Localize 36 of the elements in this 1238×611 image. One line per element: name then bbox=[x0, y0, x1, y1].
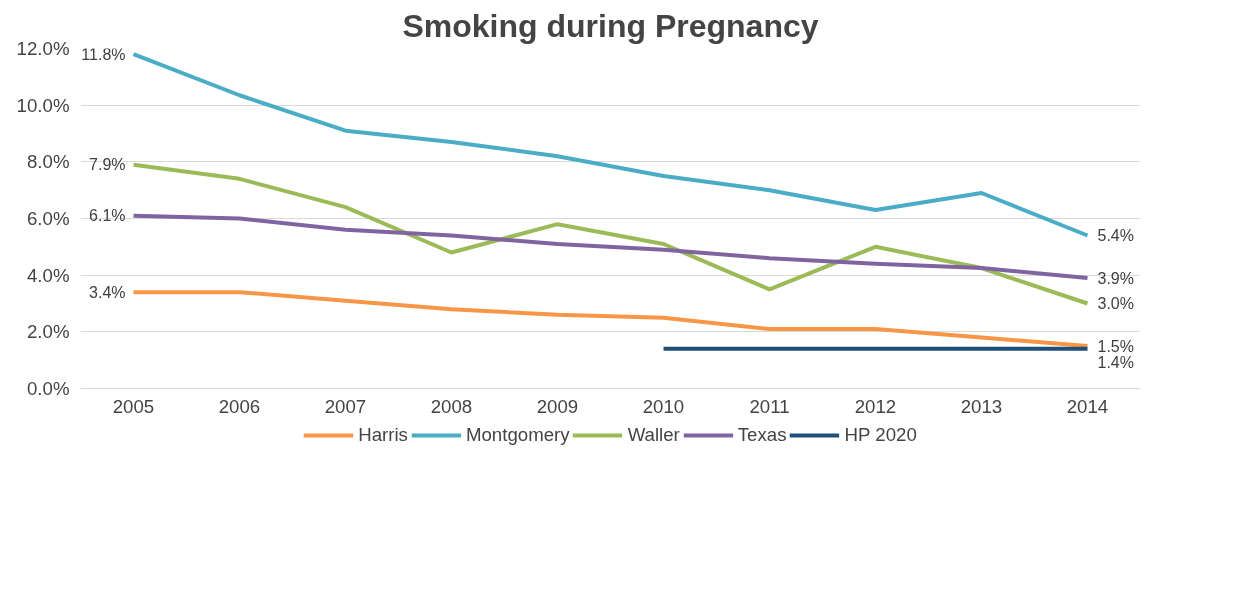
y-tick-label: 10.0% bbox=[16, 94, 70, 116]
x-tick-label: 2006 bbox=[218, 395, 261, 417]
chart-title: Smoking during Pregnancy bbox=[402, 7, 819, 44]
x-tick-label: 2012 bbox=[854, 395, 897, 417]
line-series bbox=[131, 290, 1090, 348]
legend-label: Montgomery bbox=[465, 424, 570, 446]
x-tick-label: 2014 bbox=[1066, 395, 1109, 417]
data-label: 3.4% bbox=[89, 283, 126, 301]
line-series bbox=[131, 213, 1090, 280]
data-label: 11.8% bbox=[81, 45, 126, 63]
data-label: 1.5% bbox=[1097, 337, 1134, 355]
data-label: 7.9% bbox=[89, 156, 126, 174]
line-series bbox=[131, 162, 1090, 306]
legend-label: Texas bbox=[737, 424, 787, 446]
legend-label: Harris bbox=[358, 424, 408, 446]
x-tick-label: 2008 bbox=[430, 395, 473, 417]
x-tick-label: 2013 bbox=[960, 395, 1003, 417]
legend-label: HP 2020 bbox=[844, 424, 917, 446]
y-tick-label: 12.0% bbox=[16, 38, 70, 59]
x-tick-label: 2007 bbox=[324, 395, 367, 417]
x-tick-label: 2011 bbox=[749, 395, 790, 417]
legend-label: Waller bbox=[627, 424, 680, 446]
data-label: 6.1% bbox=[89, 207, 126, 225]
data-label: 1.4% bbox=[1097, 353, 1134, 371]
y-tick-label: 8.0% bbox=[26, 151, 70, 173]
y-tick-label: 2.0% bbox=[26, 321, 70, 343]
data-label: 3.0% bbox=[1097, 295, 1134, 312]
y-tick-label: 0.0% bbox=[26, 378, 70, 399]
y-tick-label: 6.0% bbox=[26, 208, 70, 229]
x-tick-label: 2009 bbox=[536, 395, 579, 417]
x-tick-label: 2005 bbox=[112, 395, 155, 417]
y-tick-label: 4.0% bbox=[26, 264, 70, 286]
data-label: 3.9% bbox=[1097, 269, 1134, 287]
x-tick-label: 2010 bbox=[642, 395, 685, 417]
data-label: 5.4% bbox=[1097, 227, 1134, 244]
line-series bbox=[131, 52, 1090, 238]
